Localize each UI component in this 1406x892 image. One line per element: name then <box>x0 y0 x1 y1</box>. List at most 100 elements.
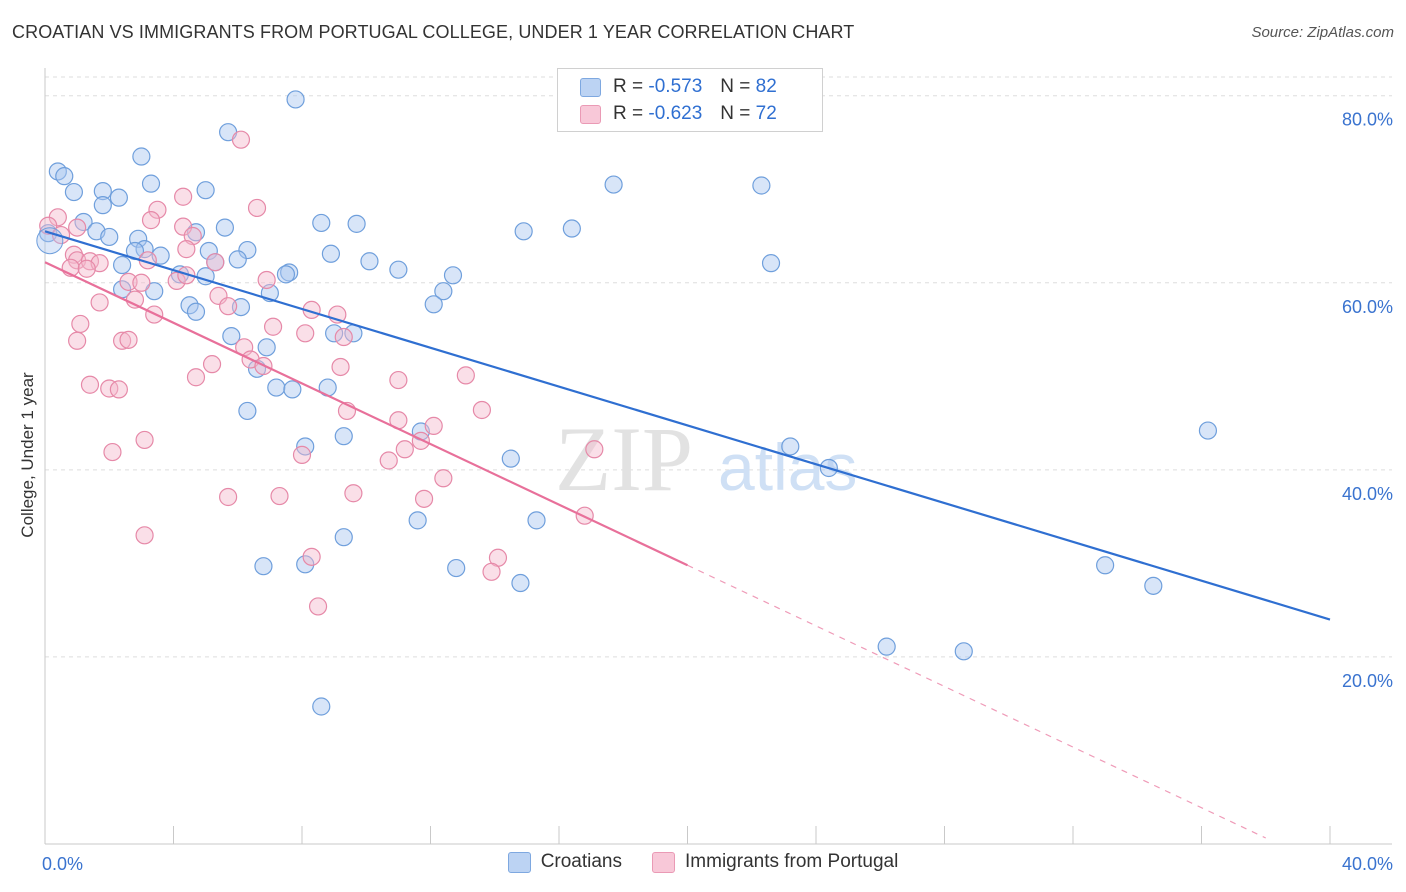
data-point <box>267 378 286 397</box>
legend-r-label: R = <box>613 103 644 124</box>
trend-line <box>44 230 1331 621</box>
data-point <box>472 400 491 420</box>
data-point <box>199 241 218 261</box>
data-point <box>103 442 122 462</box>
chart-title: CROATIAN VS IMMIGRANTS FROM PORTUGAL COL… <box>12 22 855 42</box>
data-point <box>186 302 206 321</box>
legend-n-label: N = <box>720 103 751 124</box>
data-point <box>263 317 283 336</box>
data-point <box>141 174 161 193</box>
data-point <box>321 244 341 263</box>
data-point <box>109 188 128 207</box>
data-point <box>55 167 74 186</box>
data-point <box>257 270 276 290</box>
data-point <box>93 182 112 201</box>
data-point-cluster <box>36 227 64 255</box>
data-point <box>296 555 315 574</box>
data-point <box>254 557 273 576</box>
legend-r-value-portugal: -0.623 <box>648 103 703 124</box>
data-point <box>604 175 623 194</box>
series-legend-croatians[interactable]: Croatians <box>507 851 622 873</box>
data-point <box>119 330 138 349</box>
data-point <box>389 260 408 279</box>
data-point <box>527 511 546 530</box>
legend-row-croatians: R = -0.573 N = 82 <box>580 74 777 100</box>
data-point <box>257 338 276 357</box>
data-point <box>222 326 241 346</box>
data-point <box>511 573 530 593</box>
data-point <box>247 198 267 218</box>
data-point <box>411 431 430 450</box>
data-point <box>312 697 331 716</box>
data-point <box>238 401 257 421</box>
data-point <box>325 324 344 343</box>
series-swatch-portugal <box>652 851 676 873</box>
watermark: ZIP atlas <box>555 408 857 510</box>
data-point <box>174 187 193 206</box>
data-point <box>135 526 154 545</box>
data-point <box>231 130 251 149</box>
y-tick-label: 40.0% <box>1342 484 1393 504</box>
data-point <box>447 558 466 578</box>
data-point <box>761 254 781 273</box>
data-point <box>238 240 257 260</box>
series-legend-portugal[interactable]: Immigrants from Portugal <box>652 851 898 873</box>
data-point <box>206 253 225 272</box>
data-point <box>77 259 96 278</box>
trend-lines <box>44 230 1331 839</box>
data-point <box>434 469 453 488</box>
series-swatch-croatians <box>507 851 531 873</box>
data-point <box>148 200 167 219</box>
data-point <box>331 357 350 377</box>
data-point <box>283 380 302 399</box>
y-tick-label: 60.0% <box>1342 297 1393 317</box>
y-axis-label: College, Under 1 year <box>18 372 37 538</box>
data-point <box>424 416 443 435</box>
data-point <box>408 511 427 530</box>
source-label: Source: ZipAtlas.com <box>1251 24 1394 41</box>
y-tick-label: 80.0% <box>1342 110 1393 130</box>
data-point <box>308 597 328 616</box>
series-name-portugal: Immigrants from Portugal <box>685 851 899 872</box>
data-point <box>302 547 321 566</box>
data-point <box>100 379 119 398</box>
data-point <box>112 255 132 275</box>
data-point <box>132 273 151 292</box>
data-point <box>280 263 299 282</box>
data-point <box>877 637 896 656</box>
legend-swatch-croatians <box>580 77 601 97</box>
watermark-zip: ZIP <box>555 408 693 510</box>
data-point <box>312 213 331 233</box>
data-point <box>286 90 305 109</box>
legend-r-label: R = <box>613 76 644 97</box>
y-tick-label: 20.0% <box>1342 671 1393 691</box>
data-point <box>100 227 119 247</box>
data-point <box>219 297 238 316</box>
data-point <box>434 282 453 301</box>
legend-row-portugal: R = -0.623 N = 72 <box>580 101 777 127</box>
data-point <box>215 218 234 237</box>
data-point <box>231 298 251 317</box>
data-point <box>145 282 164 301</box>
legend-n-label: N = <box>720 76 751 97</box>
data-point <box>1198 421 1218 440</box>
data-point <box>347 214 366 233</box>
data-point <box>414 489 434 508</box>
data-point <box>334 427 353 446</box>
series-portugal <box>39 130 604 616</box>
data-point <box>344 484 363 503</box>
data-point <box>1096 556 1115 575</box>
data-point <box>109 380 128 399</box>
data-point <box>360 252 379 271</box>
data-point <box>424 295 443 314</box>
legend-r-value-croatians: -0.573 <box>648 76 703 97</box>
data-point <box>93 196 112 215</box>
data-point <box>585 440 604 459</box>
series-croatians <box>39 90 1218 716</box>
trend-line-extension <box>687 564 1267 839</box>
data-point <box>443 266 463 285</box>
series-legend: Croatians Immigrants from Portugal <box>0 851 1406 873</box>
legend-swatch-portugal <box>580 104 601 124</box>
data-point <box>119 272 138 291</box>
data-point <box>202 355 222 374</box>
